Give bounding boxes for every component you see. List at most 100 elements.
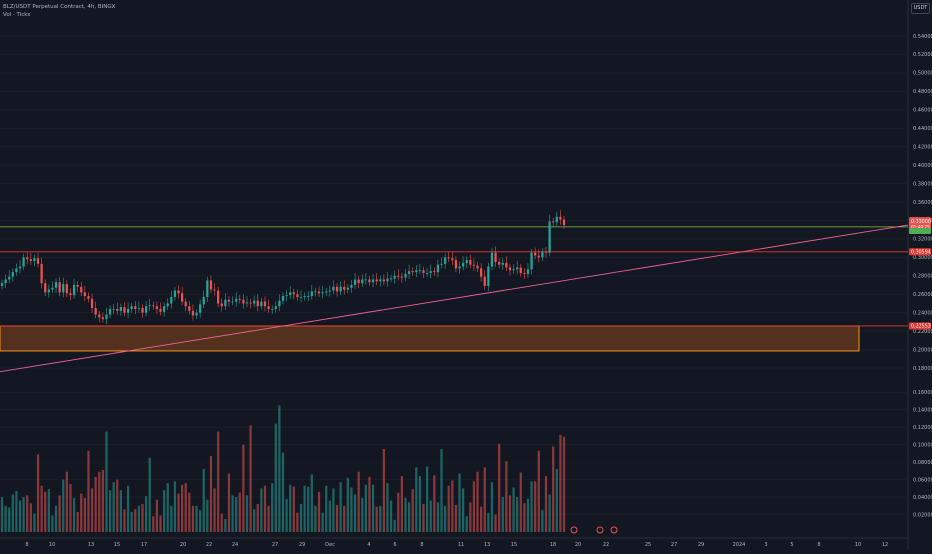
candle-body[interactable] bbox=[418, 270, 422, 272]
candle-body[interactable] bbox=[162, 306, 166, 312]
candle-body[interactable] bbox=[422, 270, 425, 274]
candle-body[interactable] bbox=[130, 306, 133, 309]
candle-body[interactable] bbox=[544, 251, 548, 253]
candle-body[interactable] bbox=[508, 267, 512, 271]
candle-body[interactable] bbox=[447, 257, 450, 259]
candle-body[interactable] bbox=[555, 216, 558, 223]
candle-body[interactable] bbox=[310, 291, 313, 297]
candle-body[interactable] bbox=[72, 285, 76, 296]
support-zone-rect[interactable] bbox=[0, 325, 860, 352]
candle-body[interactable] bbox=[0, 283, 4, 286]
candle-body[interactable] bbox=[112, 308, 115, 310]
candle-body[interactable] bbox=[415, 270, 418, 273]
candle-body[interactable] bbox=[199, 304, 202, 313]
candle-body[interactable] bbox=[505, 262, 508, 268]
candle-body[interactable] bbox=[83, 292, 86, 297]
candle-body[interactable] bbox=[33, 258, 36, 262]
candle-body[interactable] bbox=[451, 258, 454, 261]
candle-body[interactable] bbox=[299, 296, 303, 298]
candle-body[interactable] bbox=[307, 296, 310, 297]
trendline[interactable] bbox=[0, 224, 909, 373]
candle-body[interactable] bbox=[54, 282, 58, 288]
candle-body[interactable] bbox=[317, 291, 321, 294]
candle-body[interactable] bbox=[494, 252, 497, 262]
candle-body[interactable] bbox=[433, 271, 436, 273]
candle-body[interactable] bbox=[51, 287, 54, 290]
candle-body[interactable] bbox=[202, 296, 205, 305]
candle-body[interactable] bbox=[516, 267, 519, 270]
candle-body[interactable] bbox=[361, 279, 364, 284]
candle-body[interactable] bbox=[62, 284, 65, 293]
candle-body[interactable] bbox=[483, 276, 486, 286]
candle-body[interactable] bbox=[278, 300, 281, 307]
candle-body[interactable] bbox=[371, 279, 375, 283]
candle-body[interactable] bbox=[498, 261, 501, 265]
candle-body[interactable] bbox=[339, 286, 342, 292]
candle-body[interactable] bbox=[217, 290, 220, 304]
candle-body[interactable] bbox=[101, 317, 104, 320]
candle-body[interactable] bbox=[411, 271, 414, 273]
candle-body[interactable] bbox=[105, 314, 108, 320]
candle-body[interactable] bbox=[353, 279, 357, 285]
candle-body[interactable] bbox=[148, 305, 151, 307]
candle-body[interactable] bbox=[386, 278, 389, 282]
candle-body[interactable] bbox=[274, 306, 277, 309]
candle-body[interactable] bbox=[472, 264, 476, 266]
candle-body[interactable] bbox=[123, 307, 126, 313]
candle-body[interactable] bbox=[487, 266, 490, 286]
candle-body[interactable] bbox=[253, 300, 256, 304]
candle-body[interactable] bbox=[321, 292, 324, 294]
candle-body[interactable] bbox=[256, 300, 259, 307]
candle-body[interactable] bbox=[18, 266, 22, 269]
candle-body[interactable] bbox=[368, 279, 371, 283]
candle-body[interactable] bbox=[263, 301, 267, 307]
candle-body[interactable] bbox=[245, 302, 249, 304]
candle-body[interactable] bbox=[90, 298, 94, 309]
candle-body[interactable] bbox=[519, 267, 522, 274]
candle-body[interactable] bbox=[76, 285, 79, 287]
candle-body[interactable] bbox=[238, 298, 241, 300]
candle-body[interactable] bbox=[177, 290, 180, 294]
candle-body[interactable] bbox=[382, 279, 385, 282]
candle-body[interactable] bbox=[242, 299, 245, 304]
event-marker-icon[interactable] bbox=[596, 526, 604, 534]
candle-body[interactable] bbox=[526, 269, 530, 274]
indicator-label[interactable]: Vol · Ticks bbox=[3, 12, 31, 18]
candle-body[interactable] bbox=[267, 306, 270, 309]
candle-body[interactable] bbox=[335, 286, 339, 292]
candle-body[interactable] bbox=[26, 257, 29, 260]
candle-body[interactable] bbox=[209, 280, 213, 290]
candle-body[interactable] bbox=[436, 264, 440, 273]
candle-body[interactable] bbox=[314, 291, 317, 293]
candle-body[interactable] bbox=[173, 290, 177, 297]
candle-body[interactable] bbox=[404, 273, 407, 278]
candle-body[interactable] bbox=[134, 306, 137, 309]
candle-body[interactable] bbox=[152, 305, 155, 307]
candle-body[interactable] bbox=[271, 308, 274, 310]
candle-body[interactable] bbox=[58, 282, 61, 293]
candle-body[interactable] bbox=[213, 289, 216, 291]
candle-body[interactable] bbox=[159, 308, 162, 312]
candle-body[interactable] bbox=[195, 312, 198, 316]
candle-body[interactable] bbox=[137, 308, 141, 309]
candle-body[interactable] bbox=[501, 262, 504, 265]
candle-body[interactable] bbox=[548, 221, 551, 253]
candle-body[interactable] bbox=[184, 301, 187, 307]
candle-body[interactable] bbox=[350, 285, 353, 288]
candle-body[interactable] bbox=[379, 279, 382, 282]
candle-body[interactable] bbox=[170, 296, 173, 304]
candle-body[interactable] bbox=[181, 293, 184, 302]
candle-body[interactable] bbox=[425, 273, 429, 274]
candle-body[interactable] bbox=[65, 284, 68, 294]
candle-body[interactable] bbox=[480, 268, 483, 277]
candle-body[interactable] bbox=[108, 308, 112, 315]
candle-body[interactable] bbox=[69, 293, 72, 296]
candle-body[interactable] bbox=[357, 279, 360, 284]
candle-body[interactable] bbox=[537, 255, 540, 258]
candle-body[interactable] bbox=[429, 271, 432, 274]
candle-body[interactable] bbox=[4, 279, 7, 284]
candle-body[interactable] bbox=[87, 296, 90, 299]
candle-body[interactable] bbox=[98, 314, 101, 318]
candle-body[interactable] bbox=[443, 257, 447, 264]
